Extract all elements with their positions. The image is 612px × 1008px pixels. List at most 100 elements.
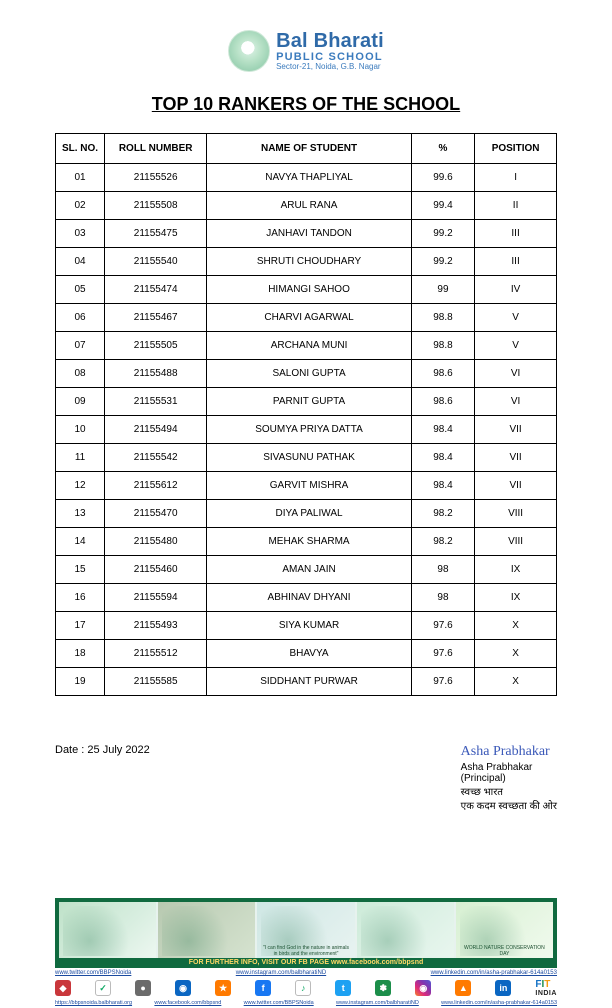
cell-sl: 01: [56, 164, 105, 192]
cell-name: SOUMYA PRIYA DATTA: [207, 416, 411, 444]
signature-block: Asha Prabhakar Asha Prabhakar (Principal…: [461, 744, 557, 812]
cell-sl: 04: [56, 248, 105, 276]
banner-tile-2: [158, 902, 255, 960]
cell-roll: 21155467: [105, 304, 207, 332]
slogan-line2: एक कदम स्वच्छता की ओर: [461, 798, 557, 812]
cell-roll: 21155540: [105, 248, 207, 276]
cell-pos: VIII: [475, 528, 557, 556]
affiliation-icons-row: ◆ ✓ ● ◉ ★ f ♪ t ✽ ◉ ▲ in FIT INDIA: [55, 980, 557, 996]
cell-sl: 09: [56, 388, 105, 416]
cell-pct: 98.8: [411, 304, 474, 332]
cell-name: GARVIT MISHRA: [207, 472, 411, 500]
cell-pos: IV: [475, 276, 557, 304]
cell-sl: 16: [56, 584, 105, 612]
cell-sl: 17: [56, 612, 105, 640]
cell-roll: 21155494: [105, 416, 207, 444]
col-roll: ROLL NUMBER: [105, 134, 207, 164]
bottom-link-3[interactable]: www.twitter.com/BBPSNoida: [244, 1000, 314, 1006]
cell-roll: 21155512: [105, 640, 207, 668]
cell-sl: 10: [56, 416, 105, 444]
cell-name: NAVYA THAPLIYAL: [207, 164, 411, 192]
affil-icon-1: ◆: [55, 980, 71, 996]
banner-caption-3: "I can find God in the nature in animals…: [260, 946, 351, 957]
cell-sl: 15: [56, 556, 105, 584]
table-row: 1721155493SIYA KUMAR97.6X: [56, 612, 557, 640]
school-logo-icon: [228, 30, 270, 72]
cell-pos: VI: [475, 360, 557, 388]
col-sl: SL. NO.: [56, 134, 105, 164]
banner-tile-1: [59, 902, 156, 960]
table-row: 1221155612GARVIT MISHRA98.4VII: [56, 472, 557, 500]
cell-pos: X: [475, 668, 557, 696]
twitter-link[interactable]: www.twitter.com/BBPSNoida: [55, 970, 131, 980]
affil-icon-2: ✓: [95, 980, 111, 996]
cell-sl: 14: [56, 528, 105, 556]
signature-script: Asha Prabhakar: [461, 744, 557, 760]
cell-roll: 21155508: [105, 192, 207, 220]
cell-name: PARNIT GUPTA: [207, 388, 411, 416]
instagram-icon[interactable]: ◉: [415, 980, 431, 996]
principal-role: (Principal): [461, 773, 557, 784]
table-row: 1521155460AMAN JAIN98IX: [56, 556, 557, 584]
cell-pos: IX: [475, 556, 557, 584]
table-row: 1321155470DIYA PALIWAL98.2VIII: [56, 500, 557, 528]
cell-roll: 21155488: [105, 360, 207, 388]
cell-roll: 21155585: [105, 668, 207, 696]
cell-roll: 21155531: [105, 388, 207, 416]
principal-name: Asha Prabhakar: [461, 762, 557, 773]
cell-pos: III: [475, 220, 557, 248]
table-row: 1921155585SIDDHANT PURWAR97.6X: [56, 668, 557, 696]
instagram-link[interactable]: www.instagram.com/balbharatiND: [236, 970, 326, 980]
cell-pct: 98.8: [411, 332, 474, 360]
table-row: 1121155542SIVASUNU PATHAK98.4VII: [56, 444, 557, 472]
cell-pos: III: [475, 248, 557, 276]
cell-sl: 07: [56, 332, 105, 360]
cell-roll: 21155474: [105, 276, 207, 304]
cell-roll: 21155480: [105, 528, 207, 556]
linkedin-icon[interactable]: in: [495, 980, 511, 996]
cell-pct: 98: [411, 556, 474, 584]
cell-roll: 21155594: [105, 584, 207, 612]
cell-name: SIDDHANT PURWAR: [207, 668, 411, 696]
cell-roll: 21155460: [105, 556, 207, 584]
table-row: 0521155474HIMANGI SAHOO99IV: [56, 276, 557, 304]
table-row: 0721155505ARCHANA MUNI98.8V: [56, 332, 557, 360]
affil-icon-3: ●: [135, 980, 151, 996]
cell-pos: VII: [475, 444, 557, 472]
cell-pct: 98.4: [411, 416, 474, 444]
cell-sl: 08: [56, 360, 105, 388]
school-name-block: Bal Bharati PUBLIC SCHOOL Sector-21, Noi…: [276, 31, 384, 72]
cell-name: SHRUTI CHOUDHARY: [207, 248, 411, 276]
bottom-link-2[interactable]: www.facebook.com/bbpsnd: [154, 1000, 221, 1006]
table-row: 0221155508ARUL RANA99.4II: [56, 192, 557, 220]
cell-sl: 12: [56, 472, 105, 500]
bottom-links-row: https://bbpsnoida.balbharati.org www.fac…: [55, 1000, 557, 1006]
bottom-link-1[interactable]: https://bbpsnoida.balbharati.org: [55, 1000, 132, 1006]
table-row: 1021155494SOUMYA PRIYA DATTA98.4VII: [56, 416, 557, 444]
banner-tile-5: WORLD NATURE CONSERVATION DAY: [456, 902, 553, 960]
bottom-link-5[interactable]: www.linkedin.com/in/asha-prabhakar-614a0…: [441, 1000, 557, 1006]
cell-sl: 05: [56, 276, 105, 304]
facebook-icon[interactable]: f: [255, 980, 271, 996]
cell-pct: 98.4: [411, 444, 474, 472]
cell-pos: IX: [475, 584, 557, 612]
cell-roll: 21155612: [105, 472, 207, 500]
cell-pct: 99.2: [411, 220, 474, 248]
cell-pos: VI: [475, 388, 557, 416]
table-row: 1621155594ABHINAV DHYANI98IX: [56, 584, 557, 612]
bottom-link-4[interactable]: www.instagram.com/balbharatiND: [336, 1000, 419, 1006]
cell-pct: 97.6: [411, 612, 474, 640]
cell-sl: 02: [56, 192, 105, 220]
cell-pos: VIII: [475, 500, 557, 528]
cell-roll: 21155475: [105, 220, 207, 248]
fb-strip: FOR FURTHER INFO, VISIT OUR FB PAGE www.…: [55, 958, 557, 968]
table-row: 0421155540SHRUTI CHOUDHARY99.2III: [56, 248, 557, 276]
cell-pct: 98: [411, 584, 474, 612]
social-links-row: www.twitter.com/BBPSNoida www.instagram.…: [55, 970, 557, 980]
banner-caption-5: WORLD NATURE CONSERVATION DAY: [459, 946, 550, 957]
rankers-table: SL. NO. ROLL NUMBER NAME OF STUDENT % PO…: [55, 133, 557, 696]
table-header-row: SL. NO. ROLL NUMBER NAME OF STUDENT % PO…: [56, 134, 557, 164]
table-row: 0321155475JANHAVI TANDON99.2III: [56, 220, 557, 248]
twitter-icon[interactable]: t: [335, 980, 351, 996]
cell-name: DIYA PALIWAL: [207, 500, 411, 528]
